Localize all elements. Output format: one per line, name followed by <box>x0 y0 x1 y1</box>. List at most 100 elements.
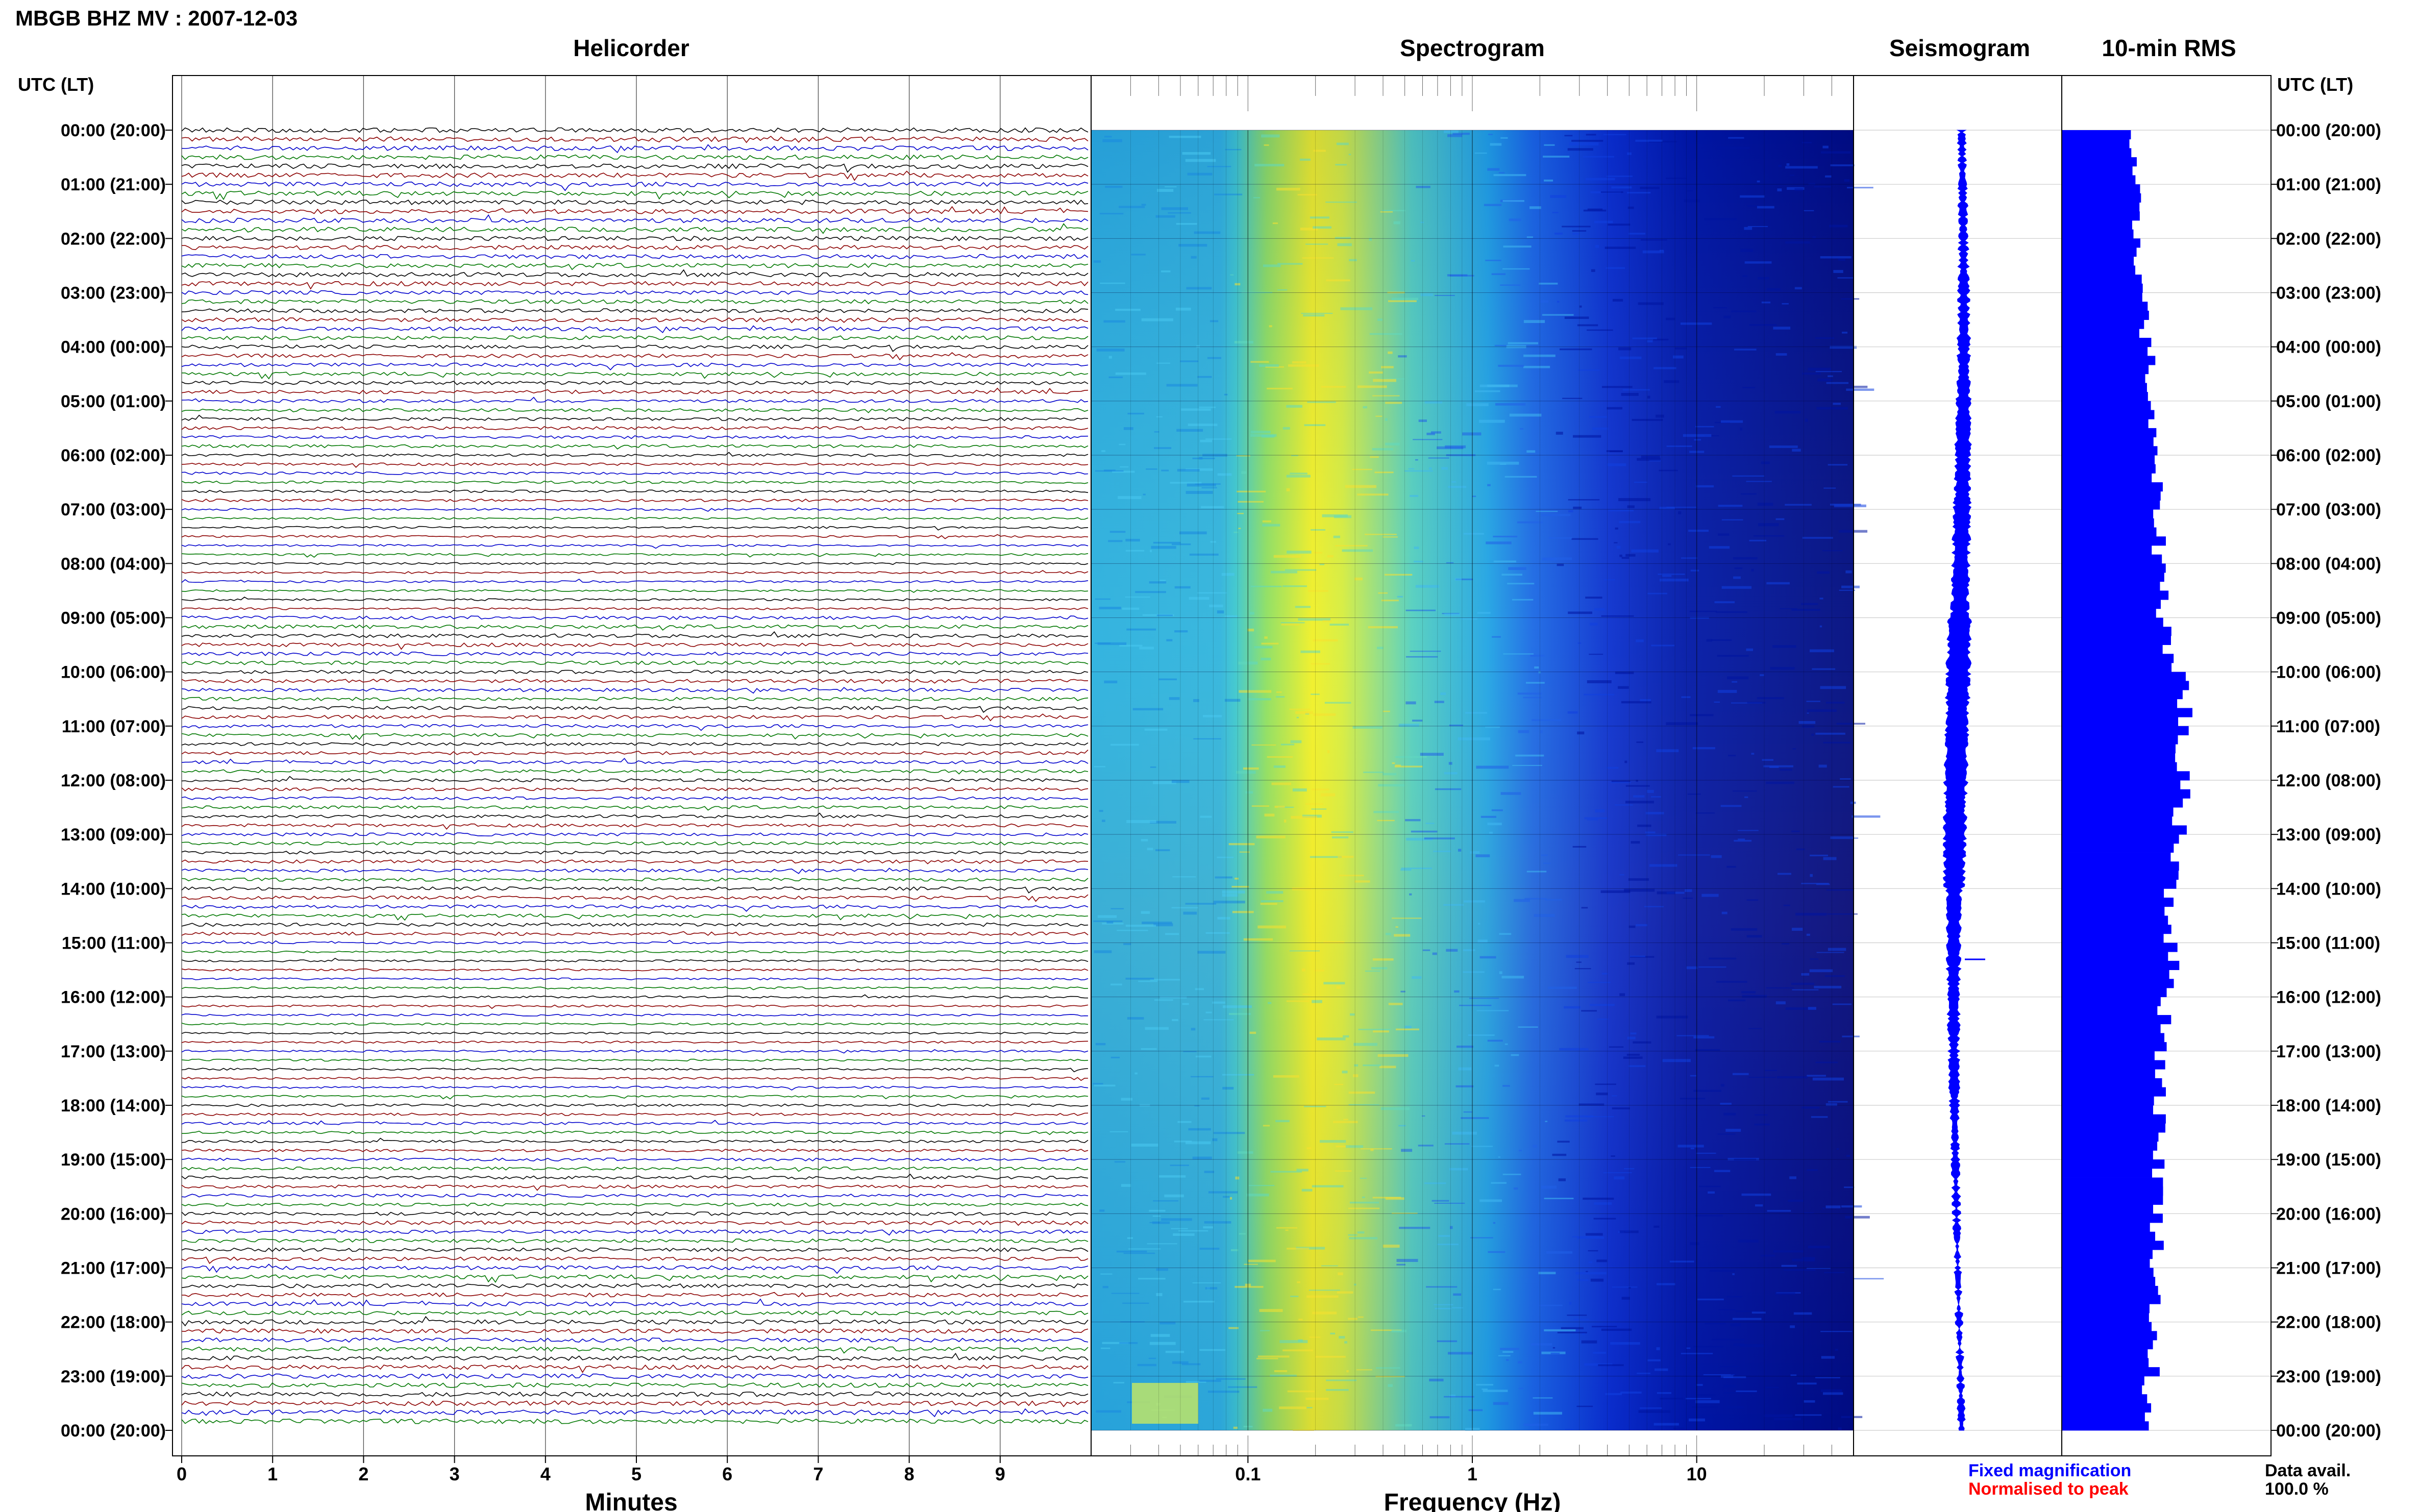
spectrogram-texture <box>1763 765 1793 767</box>
spectrogram-texture <box>1141 839 1148 841</box>
spectrogram-texture <box>1264 813 1275 817</box>
spectrogram-texture <box>1720 420 1743 423</box>
spectrogram-texture <box>1300 158 1311 161</box>
spectrogram-texture <box>1500 1348 1520 1350</box>
spectrogram-texture <box>1616 546 1621 549</box>
spectrogram-texture <box>1650 796 1661 798</box>
time-label-left: 03:00 (23:00) <box>61 284 166 303</box>
spectrogram-texture <box>1740 195 1765 198</box>
spectrogram-texture <box>1619 1230 1639 1233</box>
spectrogram-texture <box>1557 1331 1587 1333</box>
spectrogram-texture <box>1590 1278 1604 1282</box>
spectrogram-texture <box>1447 1352 1473 1355</box>
spectrogram-texture <box>1823 741 1851 743</box>
spectrogram-texture <box>1221 573 1235 576</box>
spectrogram-texture <box>1134 1072 1138 1075</box>
spectrogram-texture <box>1315 1355 1346 1358</box>
spectrogram-texture <box>1185 159 1216 162</box>
rms-bar <box>2062 1258 2150 1268</box>
spectrogram-texture <box>1348 154 1351 156</box>
x-axis-ticks: 0 1 2 3 4 5 6 7 8 9 0.1 1 10 <box>177 1456 1707 1484</box>
spectrogram-texture <box>1632 337 1657 339</box>
spectrogram-texture <box>1468 1409 1483 1411</box>
spectrogram-texture <box>1161 469 1169 472</box>
spectrogram-texture <box>1109 531 1126 533</box>
time-label-right: 08:00 (04:00) <box>2276 554 2381 574</box>
helicorder-trace <box>181 631 1089 638</box>
spectrogram-texture <box>1178 244 1207 247</box>
helicorder-trace <box>181 1031 1089 1035</box>
helicorder-trace <box>181 1256 1089 1265</box>
spectrogram-texture <box>1381 600 1399 602</box>
spectrogram-texture <box>1741 1193 1771 1196</box>
spectrogram-texture <box>1816 952 1844 953</box>
spectrogram-texture <box>1286 1000 1310 1002</box>
spectrogram-texture <box>1509 413 1542 417</box>
spectrogram-texture <box>1414 547 1419 549</box>
spectrogram-texture <box>1435 788 1462 790</box>
helicorder-trace <box>181 812 1089 819</box>
spectrogram-texture <box>1572 230 1587 232</box>
spectrogram-texture <box>1552 1347 1556 1349</box>
spectrogram-texture <box>1815 337 1835 339</box>
spectrogram-texture <box>1517 692 1542 695</box>
spectrogram-texture <box>1414 560 1423 563</box>
spectrogram-texture <box>1480 815 1497 818</box>
spectrogram-texture <box>1594 1202 1612 1205</box>
spectrogram-texture <box>1289 950 1320 952</box>
spectrogram-texture <box>1213 901 1245 904</box>
spectrogram-texture <box>1479 956 1496 959</box>
spectrogram-texture <box>1116 1250 1147 1253</box>
spectrogram-texture <box>1489 831 1493 834</box>
spectrogram-texture <box>1151 546 1176 549</box>
spectrogram-texture <box>1734 349 1757 351</box>
spectrogram-texture <box>1754 1123 1770 1126</box>
helicorder-trace <box>181 706 1089 713</box>
spectrogram-texture <box>1276 691 1282 693</box>
spectrogram-texture <box>1721 586 1752 589</box>
spectrogram-texture <box>1203 1226 1214 1229</box>
spectrogram-texture <box>1260 1330 1270 1331</box>
spectrogram-texture <box>1205 438 1232 440</box>
time-axis-label-left: UTC (LT) <box>18 74 94 95</box>
spectrogram-texture <box>1812 236 1816 239</box>
spectrogram-texture <box>1102 139 1122 142</box>
spectrogram-texture <box>1292 361 1306 364</box>
spectrogram-texture <box>1572 846 1587 848</box>
spectrogram-texture <box>1795 1414 1822 1416</box>
rms-bar <box>2062 329 2139 338</box>
spectrogram-texture <box>1342 1071 1348 1074</box>
spectrogram-texture <box>1296 1169 1309 1172</box>
spectrogram-texture <box>1458 849 1462 852</box>
spectrogram-texture <box>1493 1288 1501 1291</box>
spectrogram-texture <box>1357 1231 1365 1234</box>
spectrogram-texture <box>1213 1132 1245 1134</box>
spectrogram-texture <box>1723 1376 1746 1378</box>
spectrogram-texture <box>1493 535 1518 538</box>
helicorder-trace <box>181 335 1089 340</box>
spectrogram-texture <box>1757 180 1760 183</box>
spectrogram-texture <box>1314 970 1324 972</box>
spectrogram-texture <box>1721 519 1743 520</box>
spectrogram-texture <box>1711 639 1732 641</box>
spectrogram-texture <box>1822 1392 1843 1395</box>
spectrogram-texture <box>1279 1340 1308 1344</box>
spectrogram-texture <box>1681 696 1691 698</box>
spectrogram-texture <box>1540 730 1543 733</box>
spectrogram-texture <box>1383 536 1398 538</box>
spectrogram-texture <box>1790 1374 1797 1376</box>
rms-bar <box>2062 708 2193 717</box>
spectrogram-texture <box>1233 1426 1238 1429</box>
spectrogram-texture <box>1428 457 1449 459</box>
spectrogram-texture <box>1391 298 1418 301</box>
spectrogram-texture <box>1561 1327 1584 1329</box>
spectrogram-texture <box>1350 1013 1355 1016</box>
spectrogram-texture <box>1811 733 1814 736</box>
spectrogram-texture <box>1518 1387 1523 1389</box>
helicorder-trace <box>181 1184 1089 1191</box>
spectrogram-texture <box>1595 1083 1616 1085</box>
spectrogram-texture <box>1806 701 1820 702</box>
spectrogram-texture <box>1523 354 1556 357</box>
spectrogram-texture <box>1693 1036 1715 1039</box>
spectrogram-texture <box>1298 1339 1303 1342</box>
